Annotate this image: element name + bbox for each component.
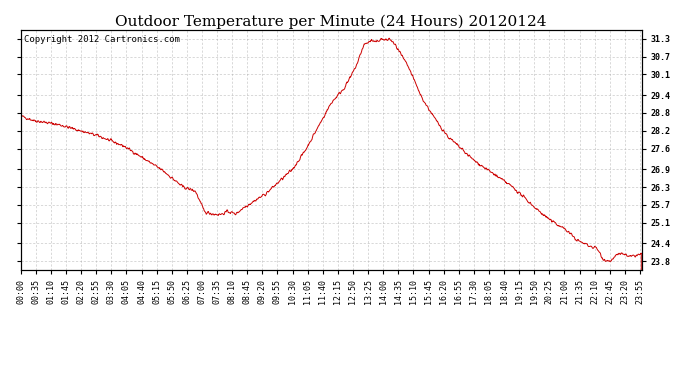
Text: Copyright 2012 Cartronics.com: Copyright 2012 Cartronics.com (23, 35, 179, 44)
Title: Outdoor Temperature per Minute (24 Hours) 20120124: Outdoor Temperature per Minute (24 Hours… (115, 15, 547, 29)
